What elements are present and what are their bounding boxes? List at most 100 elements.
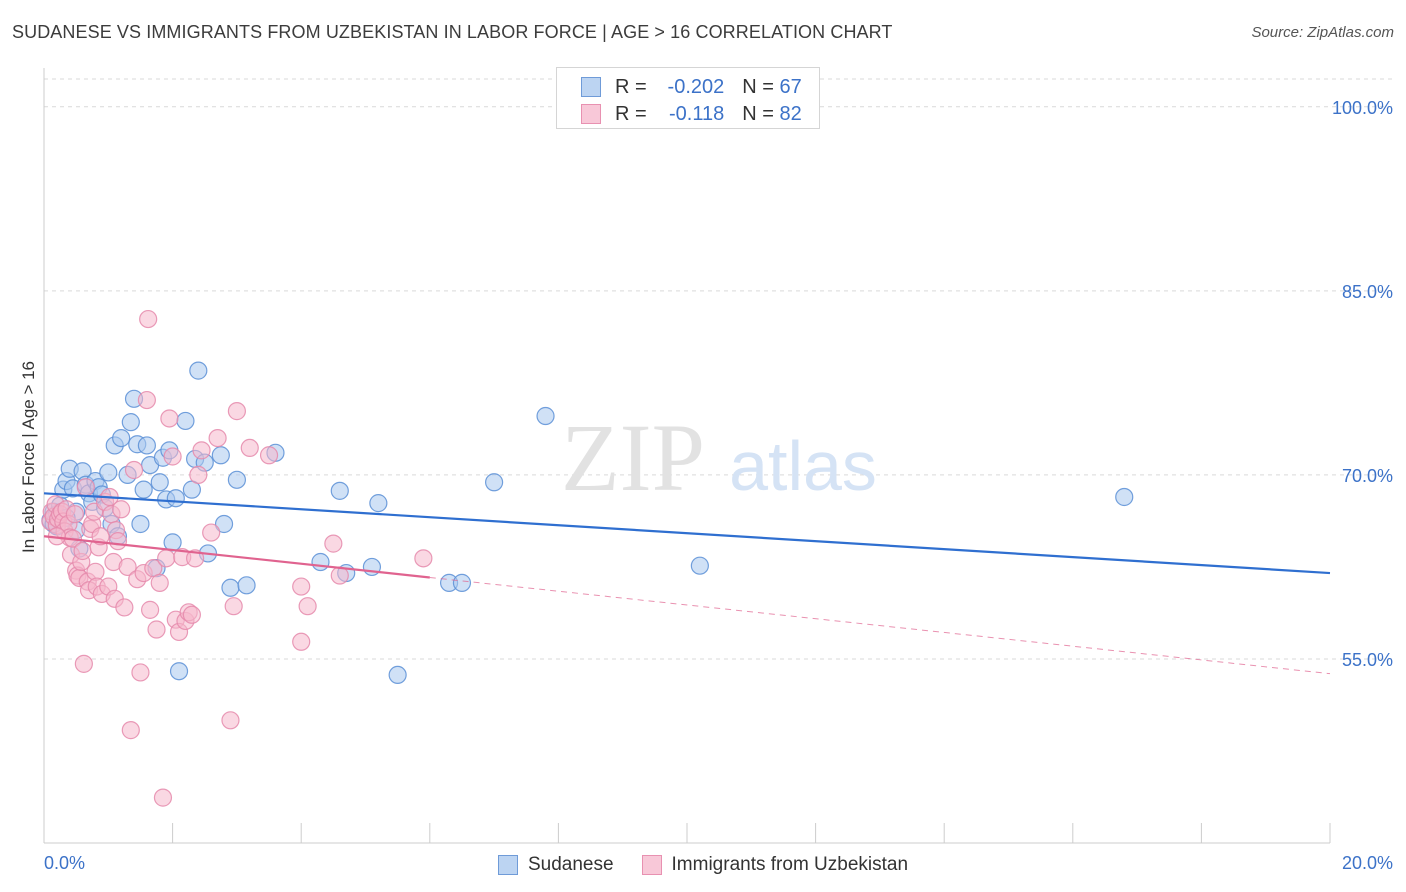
point-uzbekistan xyxy=(163,447,182,466)
point-uzbekistan xyxy=(140,600,160,619)
point-uzbekistan xyxy=(192,441,211,460)
point-uzbekistan xyxy=(115,598,134,617)
series-label-sudanese: Sudanese xyxy=(527,854,614,875)
point-uzbekistan xyxy=(137,390,156,410)
y-tick-label: 70.0% xyxy=(1342,466,1393,486)
legend-r-value: -0.118 xyxy=(669,102,725,125)
point-sudanese xyxy=(166,489,185,508)
series-legend-uzbekistan[interactable]: Immigrants from Uzbekistan xyxy=(641,854,909,876)
point-uzbekistan xyxy=(150,573,169,592)
point-sudanese xyxy=(221,578,240,597)
point-sudanese xyxy=(214,514,234,534)
y-tick-label: 85.0% xyxy=(1342,282,1393,302)
point-sudanese xyxy=(176,411,195,431)
legend-swatch-blue xyxy=(581,77,601,97)
point-sudanese xyxy=(311,552,330,572)
point-sudanese xyxy=(150,473,169,492)
legend-row-sudanese: R = -0.202 N = 67 xyxy=(581,74,802,100)
point-sudanese xyxy=(169,662,189,681)
point-sudanese xyxy=(452,573,472,592)
axes xyxy=(43,68,1331,844)
point-uzbekistan xyxy=(108,532,128,551)
trend-lines xyxy=(43,492,1331,675)
point-sudanese xyxy=(99,463,118,482)
point-sudanese xyxy=(131,514,150,534)
point-uzbekistan xyxy=(91,527,110,546)
x-tick-label-max: 20.0% xyxy=(1342,853,1393,873)
point-uzbekistan xyxy=(208,428,227,448)
point-uzbekistan xyxy=(221,711,240,730)
point-uzbekistan xyxy=(157,549,176,568)
y-tick-label: 100.0% xyxy=(1332,98,1393,118)
series-legend-sudanese[interactable]: Sudanese xyxy=(497,854,614,876)
trend-line-sudanese xyxy=(43,492,1331,575)
legend-n-label: N = xyxy=(742,102,774,125)
point-sudanese xyxy=(137,436,156,455)
point-uzbekistan xyxy=(227,402,246,421)
legend-row-uzbekistan: R = -0.118 N = 82 xyxy=(581,101,802,127)
legend-r-value: -0.202 xyxy=(667,75,725,98)
point-sudanese xyxy=(189,361,208,380)
trend-line-extension-uzbekistan xyxy=(429,576,1331,675)
legend-n-label: N = xyxy=(742,75,774,98)
point-uzbekistan xyxy=(298,597,317,616)
point-sudanese xyxy=(227,470,246,489)
point-sudanese xyxy=(121,413,140,432)
legend-n-value: 67 xyxy=(779,75,802,98)
point-uzbekistan xyxy=(189,465,208,485)
point-sudanese xyxy=(369,494,388,513)
point-uzbekistan xyxy=(139,309,158,329)
series-legend: Sudanese Immigrants from Uzbekistan xyxy=(0,852,1406,878)
point-uzbekistan xyxy=(414,549,433,568)
point-uzbekistan xyxy=(160,409,179,428)
point-sudanese xyxy=(690,556,709,575)
point-sudanese xyxy=(134,480,153,499)
watermark-zip: ZIP xyxy=(561,404,705,511)
axis-labels: 55.0% 70.0% 85.0% 100.0% 0.0% 20.0% In Labor F… xyxy=(19,98,1393,873)
gridlines xyxy=(44,78,1392,660)
chart-title: SUDANESE VS IMMIGRANTS FROM UZBEKISTAN I… xyxy=(12,22,893,42)
point-uzbekistan xyxy=(147,620,166,639)
point-sudanese xyxy=(211,446,230,465)
series-label-uzbekistan: Immigrants from Uzbekistan xyxy=(671,854,909,875)
point-uzbekistan xyxy=(259,446,279,465)
point-uzbekistan xyxy=(202,523,221,542)
point-uzbekistan xyxy=(324,534,343,553)
point-uzbekistan xyxy=(153,788,173,807)
y-axis-title: In Labor Force | Age > 16 xyxy=(19,361,38,553)
point-uzbekistan xyxy=(112,500,131,519)
legend-n-value: 82 xyxy=(779,102,802,125)
legend-swatch-pink xyxy=(581,104,601,124)
point-sudanese xyxy=(1115,487,1134,507)
y-tick-label: 55.0% xyxy=(1342,650,1393,670)
point-uzbekistan xyxy=(186,549,205,568)
point-sudanese xyxy=(485,473,504,492)
point-sudanese xyxy=(536,406,555,426)
point-uzbekistan xyxy=(182,605,201,624)
point-uzbekistan xyxy=(292,632,311,651)
watermark-atlas: atlas xyxy=(729,427,877,505)
source-credit: Source: ZipAtlas.com xyxy=(1251,24,1394,41)
point-uzbekistan xyxy=(74,654,93,673)
point-uzbekistan xyxy=(76,478,95,497)
point-uzbekistan xyxy=(292,577,311,596)
point-uzbekistan xyxy=(65,505,84,524)
point-uzbekistan xyxy=(121,721,140,740)
point-sudanese xyxy=(112,428,131,448)
point-sudanese xyxy=(388,665,407,685)
trend-line-uzbekistan xyxy=(43,535,430,579)
point-sudanese xyxy=(237,576,256,595)
watermark: ZIP atlas xyxy=(561,404,877,511)
correlation-legend: R = -0.202 N = 67 R = -0.118 N = 82 xyxy=(556,67,820,129)
point-uzbekistan xyxy=(73,541,92,561)
data-points xyxy=(41,309,1134,807)
point-uzbekistan xyxy=(124,460,144,480)
point-sudanese xyxy=(330,481,349,500)
series-swatch-pink xyxy=(641,855,662,875)
legend-r-label: R = xyxy=(615,75,647,98)
x-tick-label-min: 0.0% xyxy=(44,853,85,873)
legend-r-label: R = xyxy=(615,102,647,125)
point-uzbekistan xyxy=(224,597,243,616)
point-uzbekistan xyxy=(118,557,137,577)
